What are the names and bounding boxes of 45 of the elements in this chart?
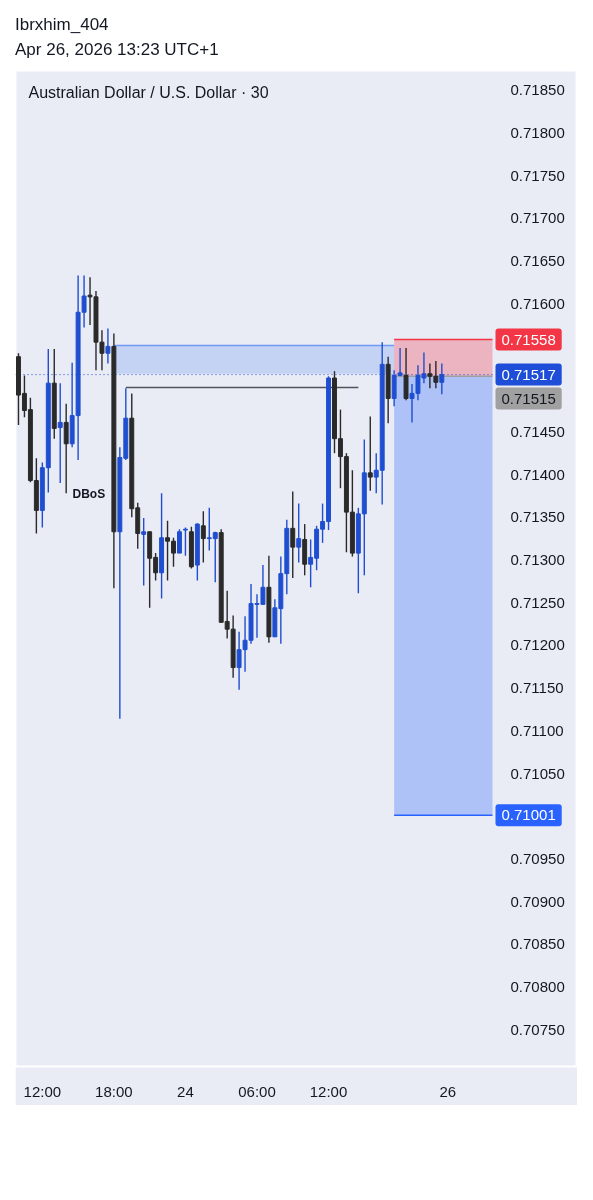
data-label: 0.71558 — [501, 330, 556, 348]
annotation: DBoS — [72, 486, 106, 501]
y-tick-label: 0.71200 — [510, 636, 565, 654]
candlestick — [182, 526, 188, 557]
annotation: Australian Dollar / U.S. Dollar · 30 — [28, 84, 269, 101]
y-tick-label: 0.71850 — [510, 81, 565, 99]
candlestick — [141, 517, 147, 587]
y-tick-label: 0.71150 — [510, 679, 564, 697]
candlestick — [290, 490, 296, 579]
x-tick-label: 24 — [177, 1082, 194, 1100]
chart-subtitle: Apr 26, 2026 13:23 UTC+1 — [15, 39, 219, 61]
y-tick-label: 0.71700 — [510, 209, 565, 227]
x-tick-label: 06:00 — [238, 1082, 276, 1100]
x-tick-label: 26 — [439, 1082, 457, 1100]
data-label: 0.71001 — [501, 806, 556, 824]
y-tick-label: 0.71100 — [510, 721, 564, 739]
chart-title: Ibrxhim_404 — [15, 14, 110, 36]
y-tick-label: 0.71750 — [510, 166, 565, 184]
data-label: 0.71515 — [501, 389, 556, 407]
y-tick-label: 0.71350 — [510, 508, 565, 526]
y-tick-label: 0.71050 — [510, 764, 565, 782]
y-tick-label: 0.71300 — [510, 550, 565, 568]
y-tick-label: 0.70800 — [510, 978, 565, 996]
y-tick-label: 0.71650 — [510, 251, 565, 269]
candlestick — [200, 510, 206, 564]
y-tick-label: 0.70900 — [510, 892, 565, 910]
x-tick-label: 12:00 — [23, 1082, 62, 1100]
candlestick — [63, 402, 69, 495]
candlestick — [296, 502, 302, 564]
y-tick-label: 0.71450 — [510, 422, 565, 440]
x-tick-label: 18:00 — [95, 1082, 133, 1100]
y-tick-label: 0.70850 — [510, 935, 565, 953]
candlestick — [367, 415, 373, 492]
y-tick-label: 0.71600 — [510, 294, 565, 312]
candlestick — [403, 347, 409, 401]
x-tick-label: 12:00 — [309, 1082, 348, 1100]
candlestick — [177, 528, 182, 554]
candlestick — [105, 327, 111, 365]
candlestick — [57, 382, 63, 484]
ref-line-label: 0.71517 — [501, 365, 556, 383]
y-tick-label: 0.71250 — [510, 593, 565, 611]
y-tick-label: 0.71400 — [510, 465, 565, 483]
y-tick-label: 0.70750 — [510, 1020, 565, 1038]
y-tick-label: 0.70950 — [510, 849, 565, 867]
y-tick-label: 0.71800 — [510, 123, 565, 141]
